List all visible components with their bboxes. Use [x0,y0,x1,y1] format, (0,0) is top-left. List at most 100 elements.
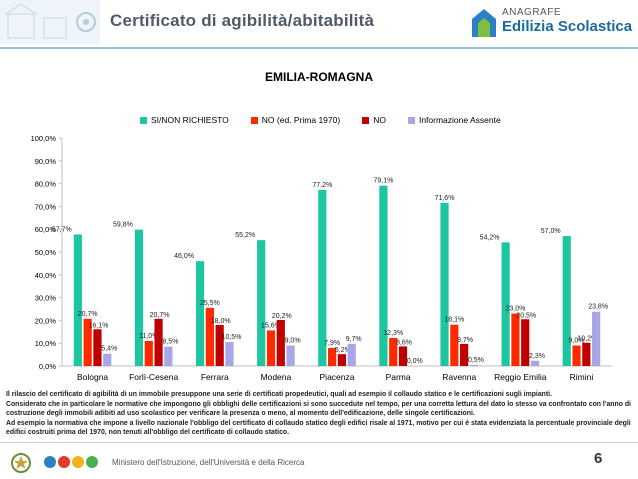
bar-3 [286,345,295,366]
bar-0 [440,202,449,366]
school-illustration-icon [0,0,100,44]
bar-1 [144,340,153,366]
data-label: 9,7% [346,336,362,343]
bar-0 [501,242,510,366]
bar-2 [582,342,591,366]
y-tick-label: 10,0% [35,339,57,348]
data-label: 7,9% [324,340,340,347]
building-logo-icon [472,9,496,37]
data-label: 8,6% [396,339,412,346]
bar-0 [318,189,327,366]
data-label: 16,1% [89,322,109,329]
data-label: 23,8% [588,304,608,311]
x-category-label: Ravenna [442,372,476,382]
bar-3 [225,342,234,366]
ministry-name: Ministero dell'Istruzione, dell'Universi… [112,458,305,467]
bar-2 [154,318,163,366]
bar-3 [469,364,479,366]
x-category-label: Bologna [77,372,108,382]
bar-1 [205,307,214,366]
bar-2 [460,343,469,366]
data-label: 18,1% [444,317,464,324]
miur-logo-icon [44,456,98,468]
x-category-label: Rimini [570,372,594,382]
data-label: 11,0% [139,333,158,340]
legend-label-no-prima: NO (ed. Prima 1970) [261,115,341,125]
data-label: 77,2% [312,182,332,189]
bar-1 [450,324,459,366]
data-label: 9,7% [457,337,473,344]
y-tick-label: 50,0% [35,248,57,257]
legend-swatch-no-prima [250,116,258,124]
explanatory-note: Il rilascio del certificato di agibilità… [6,390,634,438]
x-category-label: Forlì-Cesena [129,372,178,382]
data-label: 5,2% [335,347,351,354]
bar-3 [592,311,601,366]
legend-item-assente: Informazione Assente [407,113,501,127]
x-category-label: Parma [386,372,411,382]
bar-3 [164,346,173,366]
data-label: 79,1% [373,178,393,185]
y-tick-label: 20,0% [35,316,57,325]
data-label: 71,6% [435,195,455,202]
legend-label-assente: Informazione Assente [418,115,501,125]
data-label: 5,4% [101,346,117,353]
data-label: 20,2% [272,313,292,320]
y-tick-label: 90,0% [35,157,57,166]
data-label: 9,0% [569,337,585,344]
data-label: 10,2% [577,336,597,343]
bar-2 [521,319,530,366]
slide-footer: Ministero dell'Istruzione, dell'Universi… [0,442,638,479]
data-label: 20,7% [78,311,98,318]
data-label: 25,5% [200,300,220,307]
data-label: 9,0% [285,337,301,344]
data-label: 12,3% [383,330,403,337]
data-label: 54,2% [480,234,500,241]
data-label: 2,3% [529,353,545,360]
bar-1 [511,313,520,366]
data-label: 20,7% [150,312,170,319]
legend-swatch-si [140,116,147,124]
bar-3 [103,353,112,366]
legend-item-no-prima: NO (ed. Prima 1970) [250,113,341,127]
legend-swatch-no [362,116,370,124]
bar-3 [530,360,540,366]
note-line-1: Il rilascio del certificato di agibilità… [6,391,553,398]
legend-label-no: NO [373,115,386,125]
bar-2 [337,354,346,366]
footer-divider [0,442,638,443]
bar-1 [389,337,398,366]
y-tick-label: 100,0% [31,134,57,143]
chart-title: EMILIA-ROMAGNA [265,70,373,84]
bar-1 [266,330,276,366]
bar-0 [73,234,82,366]
legend-label-si: SI/NON RICHIESTO [151,115,229,125]
note-line-2: Considerato che in particolare le normat… [6,400,631,418]
legend-swatch-assente [407,116,415,124]
y-tick-label: 40,0% [35,271,57,280]
data-label: 18,0% [211,318,231,325]
x-category-label: Modena [261,372,292,382]
bar-0 [562,236,571,366]
y-tick-label: 80,0% [35,180,57,189]
data-label: 59,8% [113,222,133,229]
data-label: 15,6% [261,322,281,329]
data-label: 10,5% [222,334,242,341]
y-tick-label: 60,0% [35,225,57,234]
logo-line1: ANAGRAFE [502,7,562,18]
bar-0 [134,229,144,366]
data-label: 55,2% [235,232,255,239]
page-title: Certificato di agibilità/abitabilità [110,11,375,30]
x-category-label: Reggio Emilia [494,372,547,382]
page-number: 6 [594,450,603,467]
bar-0 [257,240,266,366]
bar-0 [195,261,205,366]
y-tick-label: 0,0% [39,362,56,371]
republic-emblem-icon [11,453,31,473]
bar-2 [276,319,285,366]
data-label: 23,0% [506,306,526,313]
x-category-label: Ferrara [201,372,229,382]
y-tick-label: 70,0% [35,202,57,211]
y-tick-label: 30,0% [35,294,57,303]
chart-legend: SI/NON RICHIESTO NO (ed. Prima 1970) NO … [140,113,501,127]
